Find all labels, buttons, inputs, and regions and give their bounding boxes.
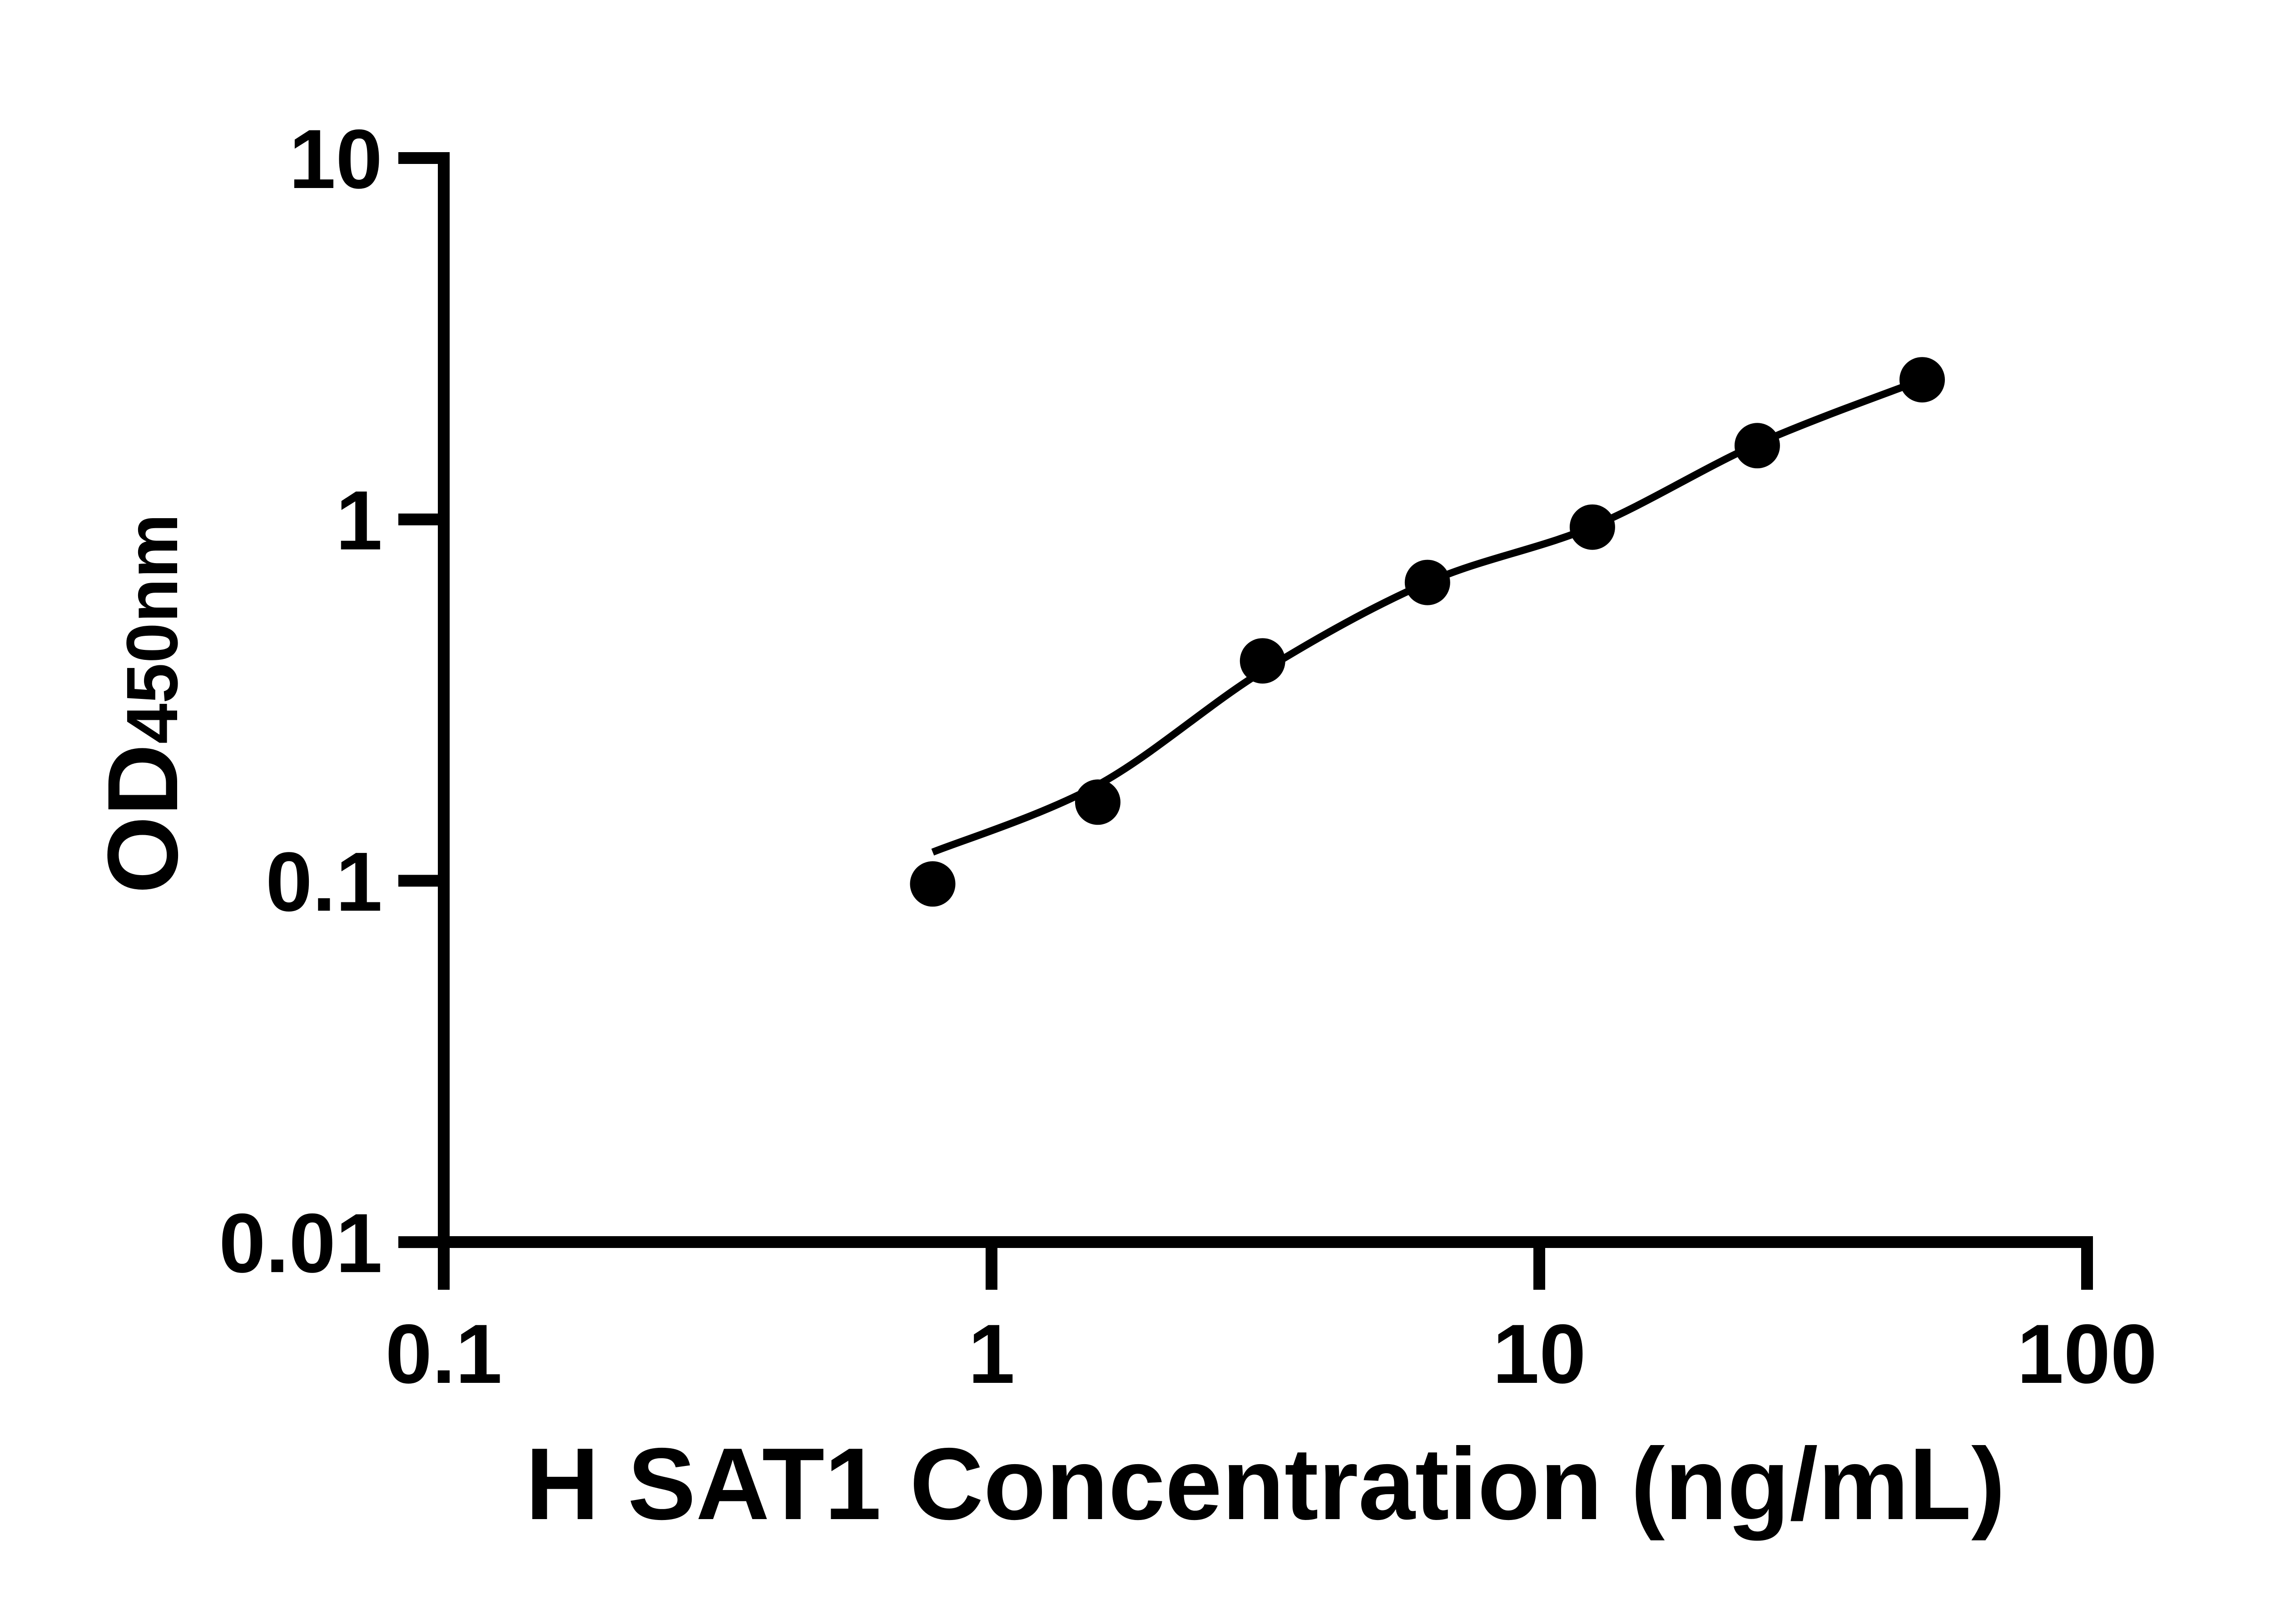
x-tick-label-10: 10	[1493, 1307, 1586, 1401]
data-point-3.125	[1240, 638, 1285, 684]
data-point-25	[1734, 423, 1780, 469]
y-axis-title-main: OD	[87, 744, 198, 894]
x-tick-label-100: 100	[2017, 1307, 2157, 1401]
y-axis-title: OD450nm	[87, 514, 198, 894]
y-tick-label-10: 10	[289, 113, 382, 206]
y-tick-label-0.1: 0.1	[266, 835, 382, 929]
y-tick-label-0.01: 0.01	[219, 1197, 382, 1290]
data-point-1.563	[1075, 779, 1121, 825]
data-point-6.25	[1404, 559, 1450, 605]
x-tick-label-1: 1	[968, 1307, 1015, 1401]
x-tick-label-0.1: 0.1	[385, 1307, 502, 1401]
x-axis-title: H SAT1 Concentration (ng/mL)	[526, 1426, 2005, 1541]
y-tick-label-1: 1	[336, 474, 382, 568]
data-point-50	[1899, 357, 1945, 403]
data-point-12.5	[1569, 504, 1615, 550]
series-layer	[910, 357, 1945, 907]
y-axis-title-sub: 450nm	[111, 514, 193, 744]
data-point-0.781	[910, 861, 956, 907]
